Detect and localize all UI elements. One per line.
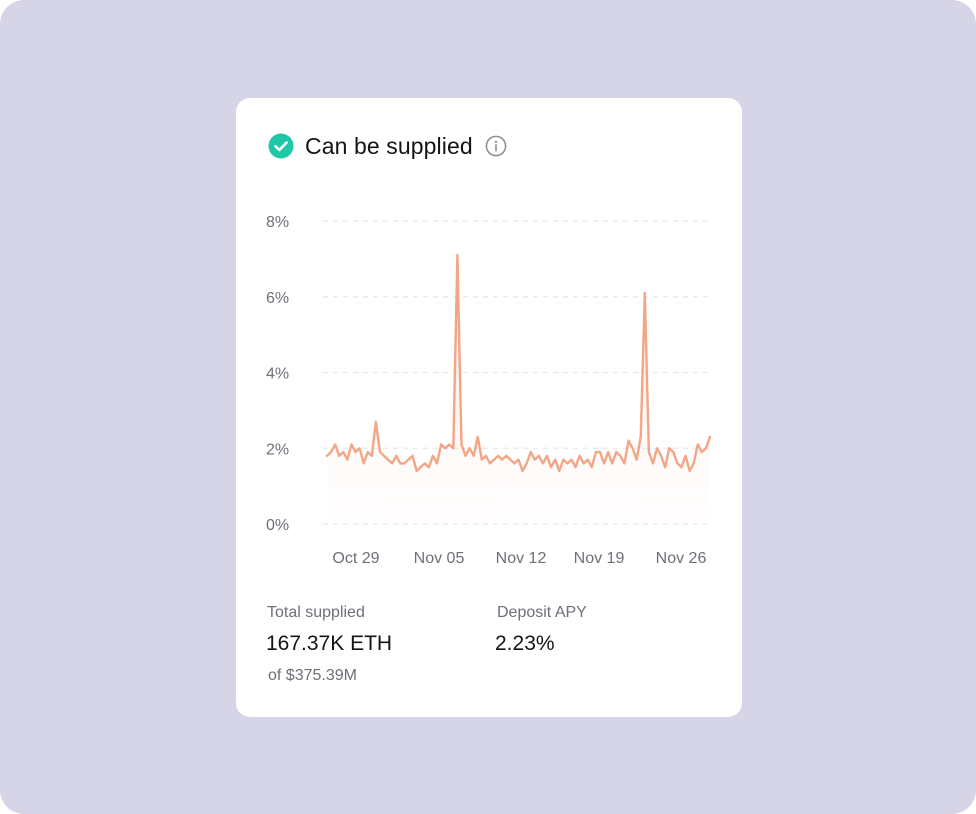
card-header: Can be supplied bbox=[268, 132, 507, 160]
x-tick-label: Nov 12 bbox=[496, 550, 547, 567]
apy-chart: 0% 2% 4% 6% 8% Oct 29 Nov 05 Nov 12 Nov 19 Nov 2… bbox=[266, 214, 712, 567]
total-supplied-label: Total supplied bbox=[267, 604, 365, 621]
supply-card: Can be supplied 0% 2% 4% 6% 8% Oct 29 Nov 05 N… bbox=[236, 98, 742, 717]
y-tick-label: 0% bbox=[266, 517, 289, 534]
deposit-apy-value: 2.23% bbox=[495, 632, 555, 655]
series-area bbox=[327, 255, 710, 524]
y-tick-label: 6% bbox=[266, 290, 289, 307]
x-tick-label: Nov 05 bbox=[414, 550, 465, 567]
y-tick-label: 4% bbox=[266, 366, 289, 383]
check-circle-icon bbox=[268, 133, 294, 159]
series-line bbox=[325, 253, 712, 473]
info-circle-icon[interactable] bbox=[485, 135, 507, 157]
deposit-apy-label: Deposit APY bbox=[497, 604, 587, 621]
x-tick-label: Nov 26 bbox=[656, 550, 707, 567]
y-tick-label: 8% bbox=[266, 214, 289, 231]
y-tick-label: 2% bbox=[266, 441, 289, 458]
x-tick-label: Oct 29 bbox=[332, 550, 379, 567]
card-title: Can be supplied bbox=[305, 132, 473, 159]
total-supplied-usd: of $375.39M bbox=[268, 667, 357, 684]
total-supplied-value: 167.37K ETH bbox=[266, 632, 393, 655]
x-tick-label: Nov 19 bbox=[574, 550, 625, 567]
